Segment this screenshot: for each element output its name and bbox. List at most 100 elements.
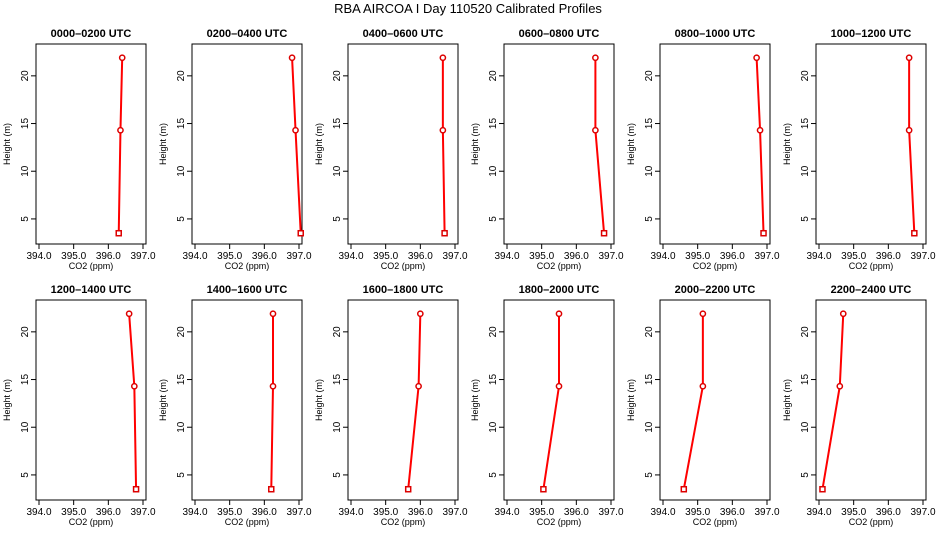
y-axis-label: Height (m) (626, 379, 636, 421)
x-tick-label: 396.0 (252, 251, 277, 262)
panel-title: 0400–0600 UTC (363, 28, 444, 40)
x-tick-label: 394.0 (806, 251, 831, 262)
plot-frame (815, 299, 927, 501)
x-tick-label: 397.0 (598, 507, 623, 518)
data-point (292, 126, 299, 134)
x-tick-label: 395.0 (529, 507, 554, 518)
profile-line (441, 57, 446, 234)
profile-panel: 0200–0400 UTC 394.0 395.0 396.0 397.0 CO2 (pp… (158, 28, 312, 271)
x-tick-label: 397.0 (130, 251, 155, 262)
y-axis-label: Height (m) (2, 379, 12, 421)
data-point (269, 310, 277, 318)
data-point (125, 310, 133, 318)
x-axis-label: CO2 (ppm) (69, 517, 114, 527)
y-tick-label: 10 (20, 165, 31, 177)
y-tick-label: 10 (332, 165, 343, 177)
x-tick-label: 394.0 (338, 507, 363, 518)
y-tick-label: 5 (488, 216, 499, 222)
y-tick-label: 15 (20, 118, 31, 130)
data-point (839, 310, 847, 318)
data-point (132, 485, 140, 493)
x-tick-label: 397.0 (130, 507, 155, 518)
y-tick-label: 10 (800, 421, 811, 433)
data-point (600, 229, 608, 237)
x-tick-label: 397.0 (754, 507, 779, 518)
y-axis-label: Height (m) (470, 123, 480, 165)
x-axis-label: CO2 (ppm) (381, 261, 426, 271)
y-tick-label: 20 (20, 326, 31, 338)
plot-frame (659, 299, 771, 501)
profile-panel: 1600–1800 UTC 394.0 395.0 396.0 397.0 CO2 (pp… (314, 284, 468, 527)
x-tick-label: 395.0 (61, 251, 86, 262)
y-tick-label: 10 (176, 165, 187, 177)
panel-title: 0600–0800 UTC (519, 28, 600, 40)
y-axis-label: Height (m) (626, 123, 636, 165)
y-axis-label: Height (m) (158, 123, 168, 165)
profile-panel: 0400–0600 UTC 394.0 395.0 396.0 397.0 CO2 (pp… (314, 28, 468, 271)
y-axis-label: Height (m) (2, 123, 12, 165)
x-tick-label: 396.0 (720, 251, 745, 262)
profile-line (682, 313, 704, 490)
data-point (117, 126, 124, 134)
profile-panel: 0000–0200 UTC 394.0 395.0 396.0 397.0 CO2 (pp… (2, 28, 156, 271)
data-point (115, 229, 122, 237)
x-axis-label: CO2 (ppm) (381, 517, 426, 527)
plot-frame (191, 43, 303, 245)
x-tick-label: 396.0 (564, 507, 589, 518)
y-axis-label: Height (m) (314, 123, 324, 165)
y-tick-label: 20 (20, 70, 31, 82)
plot-frame (815, 43, 927, 245)
figure-title: RBA AIRCOA I Day 110520 Calibrated Profi… (334, 1, 602, 16)
x-tick-label: 395.0 (217, 251, 242, 262)
profile-line (128, 313, 138, 490)
data-point (680, 485, 688, 493)
y-tick-label: 20 (644, 326, 655, 338)
data-point (555, 310, 563, 318)
panel-title: 0200–0400 UTC (207, 28, 288, 40)
data-point (118, 54, 126, 62)
y-tick-label: 20 (644, 70, 655, 82)
data-point (819, 485, 826, 493)
x-axis-label: CO2 (ppm) (537, 261, 582, 271)
y-tick-label: 20 (800, 70, 811, 82)
x-tick-label: 395.0 (841, 507, 866, 518)
x-tick-label: 397.0 (442, 251, 467, 262)
data-point (699, 310, 707, 318)
x-tick-label: 395.0 (61, 507, 86, 518)
profile-line (270, 313, 274, 490)
data-point (130, 382, 138, 390)
y-tick-label: 5 (20, 216, 31, 222)
x-tick-label: 396.0 (408, 507, 433, 518)
y-tick-label: 5 (176, 472, 187, 478)
y-tick-label: 10 (488, 421, 499, 433)
x-tick-label: 396.0 (876, 507, 901, 518)
y-tick-label: 15 (800, 374, 811, 386)
y-tick-label: 15 (644, 118, 655, 130)
x-tick-label: 394.0 (182, 507, 207, 518)
x-tick-label: 395.0 (685, 507, 710, 518)
x-tick-label: 394.0 (26, 507, 51, 518)
x-tick-label: 397.0 (286, 507, 311, 518)
y-tick-label: 15 (332, 118, 343, 130)
data-point (268, 485, 275, 493)
y-tick-label: 10 (644, 421, 655, 433)
x-tick-label: 394.0 (182, 251, 207, 262)
x-tick-label: 397.0 (286, 251, 311, 262)
y-tick-label: 15 (176, 118, 187, 130)
y-axis-label: Height (m) (158, 379, 168, 421)
y-tick-label: 10 (800, 165, 811, 177)
x-tick-label: 395.0 (685, 251, 710, 262)
data-point (905, 126, 913, 134)
data-point (415, 382, 422, 390)
x-tick-label: 394.0 (338, 251, 363, 262)
y-tick-label: 15 (488, 374, 499, 386)
data-point (439, 54, 447, 62)
y-tick-label: 20 (800, 326, 811, 338)
profile-panel: 1400–1600 UTC 394.0 395.0 396.0 397.0 CO2 (pp… (158, 284, 312, 527)
profile-panel: 1200–1400 UTC 394.0 395.0 396.0 397.0 CO2 (pp… (2, 284, 156, 527)
x-tick-label: 397.0 (442, 507, 467, 518)
x-axis-label: CO2 (ppm) (537, 517, 582, 527)
x-tick-label: 396.0 (96, 507, 121, 518)
x-tick-label: 397.0 (598, 251, 623, 262)
